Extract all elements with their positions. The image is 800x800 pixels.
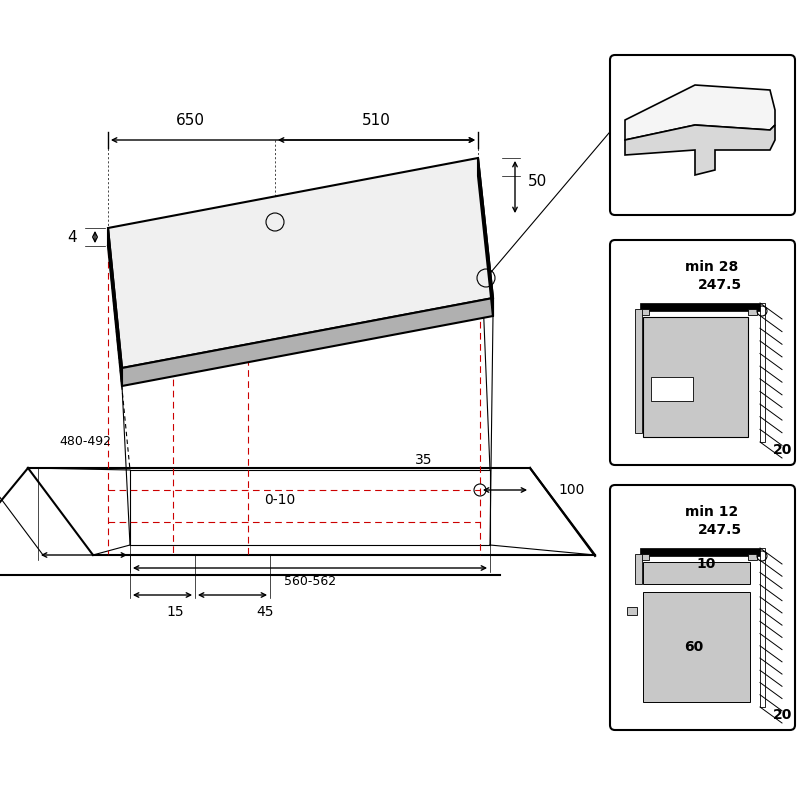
Bar <box>748 309 757 315</box>
Polygon shape <box>625 125 775 175</box>
Bar <box>651 377 694 401</box>
Text: 480-492: 480-492 <box>59 435 111 448</box>
Text: 10: 10 <box>696 557 716 571</box>
Text: 247.5: 247.5 <box>698 523 742 537</box>
Polygon shape <box>625 85 775 140</box>
Text: 20: 20 <box>774 708 793 722</box>
Text: 247.5: 247.5 <box>698 278 742 292</box>
Text: 45: 45 <box>256 605 274 619</box>
Bar <box>640 303 760 311</box>
Text: 15: 15 <box>166 605 184 619</box>
Bar <box>635 554 642 584</box>
FancyBboxPatch shape <box>610 240 795 465</box>
Bar <box>643 592 750 702</box>
Text: 510: 510 <box>362 113 391 128</box>
Text: min 28: min 28 <box>685 260 738 274</box>
Bar <box>748 554 757 560</box>
Bar <box>643 317 748 437</box>
Text: 60: 60 <box>684 640 703 654</box>
Bar <box>635 309 642 433</box>
Polygon shape <box>108 228 122 386</box>
Text: 560-562: 560-562 <box>284 575 336 588</box>
Polygon shape <box>122 298 493 386</box>
Bar <box>643 562 750 584</box>
Text: 20: 20 <box>774 443 793 457</box>
Text: 4: 4 <box>67 230 77 245</box>
Text: 650: 650 <box>176 113 205 128</box>
Text: min 12: min 12 <box>685 505 738 519</box>
Text: 35: 35 <box>415 453 433 467</box>
Bar <box>640 548 760 556</box>
Polygon shape <box>108 158 493 368</box>
Bar <box>760 303 765 442</box>
Text: 0-10: 0-10 <box>264 493 296 507</box>
Text: 100: 100 <box>558 483 584 497</box>
Polygon shape <box>478 158 493 316</box>
Text: 2: 2 <box>270 240 280 255</box>
Bar <box>640 554 649 560</box>
Bar <box>640 309 649 315</box>
FancyBboxPatch shape <box>610 55 795 215</box>
Text: 50: 50 <box>528 174 547 190</box>
FancyBboxPatch shape <box>610 485 795 730</box>
Bar <box>760 548 765 707</box>
Bar <box>627 607 637 615</box>
